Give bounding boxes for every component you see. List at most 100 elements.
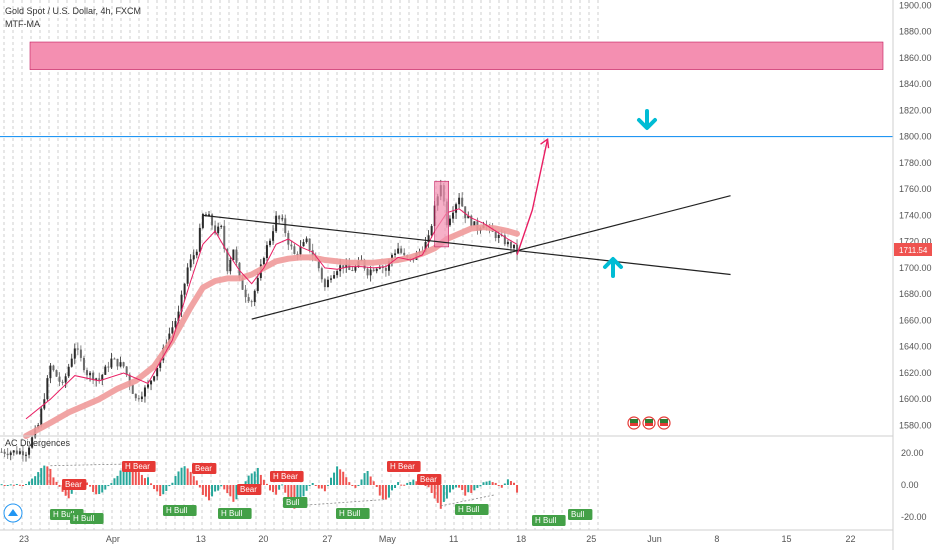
candle-body [494,231,497,238]
candle-body [89,372,92,376]
ma-thin-line [25,208,518,420]
divergence-line [50,463,124,467]
candle-body [241,277,244,290]
osc-tick-label: 20.00 [901,448,924,458]
osc-bar [506,479,509,485]
candle-body [381,267,384,269]
candle-body [461,197,464,207]
osc-bar [214,485,217,492]
osc-bar [403,484,406,486]
candle-body [137,398,140,400]
candle-body [397,248,400,254]
osc-bar [281,484,284,486]
vertical-grid [3,0,599,530]
divergence-label: Bull [283,497,308,508]
indicator-label: MTF-MA [5,19,40,29]
candle-body [464,206,467,219]
flag-icons [627,416,671,430]
divergence-label-text: H Bear [125,462,150,471]
time-tick-label: Apr [106,534,120,544]
price-tick-label: 1820.00 [899,105,932,115]
projection-arrowhead-icon [540,137,550,149]
candle-body [208,214,210,217]
candle-body [470,215,473,226]
candle-body [134,393,137,399]
osc-bar [52,477,55,485]
candle-body [186,267,189,284]
osc-bar [470,485,473,493]
candle-body [247,297,250,302]
osc-bar [165,485,168,491]
candle-body [6,453,9,456]
price-tick-label: 1880.00 [899,27,932,37]
candle-body [79,349,82,358]
price-tick-label: 1720.00 [899,237,932,247]
price-tag-label: 1711.54 [899,246,928,255]
osc-bar [439,485,442,509]
divergence-label-text: Bear [195,464,212,473]
candle-body [9,452,12,456]
osc-bar [397,482,400,485]
trendlines[interactable] [202,195,731,320]
projection-path[interactable] [516,139,549,255]
trendline [202,214,731,276]
osc-bar [305,485,308,491]
osc-bar [299,485,302,499]
time-axis[interactable]: 23 Apr 13 20 27 May 11 18 25 Jun 8 15 22 [19,534,856,544]
osc-bar [113,478,116,485]
osc-bar [485,481,488,485]
divergence-label: Bear [192,463,217,474]
price-tick-label: 1800.00 [899,132,932,142]
osc-bar [143,478,146,485]
osc-bar [49,468,52,485]
candle-body [70,358,73,367]
candle-body [317,260,320,269]
candle-body [201,213,204,228]
osc-bar [265,483,268,485]
price-axis[interactable]: 1900.00 1880.00 1860.00 1840.00 1820.00 1800.… [899,0,932,430]
osc-bar [192,476,195,485]
candle-body [223,225,226,249]
candle-body [400,248,403,253]
resistance-zone[interactable] [29,41,884,70]
osc-bar [189,471,192,485]
osc-bar [491,482,494,485]
candle-body [509,241,512,249]
osc-bar [360,479,363,485]
divergence-label-text: Bear [240,485,257,494]
divergence-line [440,494,496,507]
osc-bar [153,485,156,490]
tradingview-logo-icon[interactable] [3,503,23,523]
divergence-label: Bull [568,509,593,520]
candle-body [49,365,52,379]
candle-body [104,366,107,375]
divergence-label: H Bull [218,508,252,519]
candle-body [427,235,430,243]
time-tick-label: 25 [586,534,596,544]
candle-body [387,261,390,271]
osc-bar [217,485,220,491]
osc-bar [159,485,162,497]
osc-bar [177,471,180,485]
candle-body [12,450,15,453]
symbol-title: Gold Spot / U.S. Dollar, 4h, FXCM [5,6,141,16]
price-tick-label: 1580.00 [899,420,932,430]
candle-body [198,227,201,252]
candle-body [52,365,55,371]
candle-body [82,357,85,371]
candle-body [497,235,500,238]
oscillator-axis[interactable]: 20.00 0.00 -20.00 [901,448,927,522]
osc-bar [150,483,153,485]
candle-body [86,370,88,376]
osc-bar [86,482,88,485]
osc-bar [58,485,61,487]
candle-body [92,372,95,381]
osc-bar [391,485,393,491]
osc-tick-label: -20.00 [901,512,927,522]
candle-body [211,214,214,226]
osc-bar [12,484,15,486]
osc-bar [140,474,143,485]
osc-bar [180,467,183,485]
